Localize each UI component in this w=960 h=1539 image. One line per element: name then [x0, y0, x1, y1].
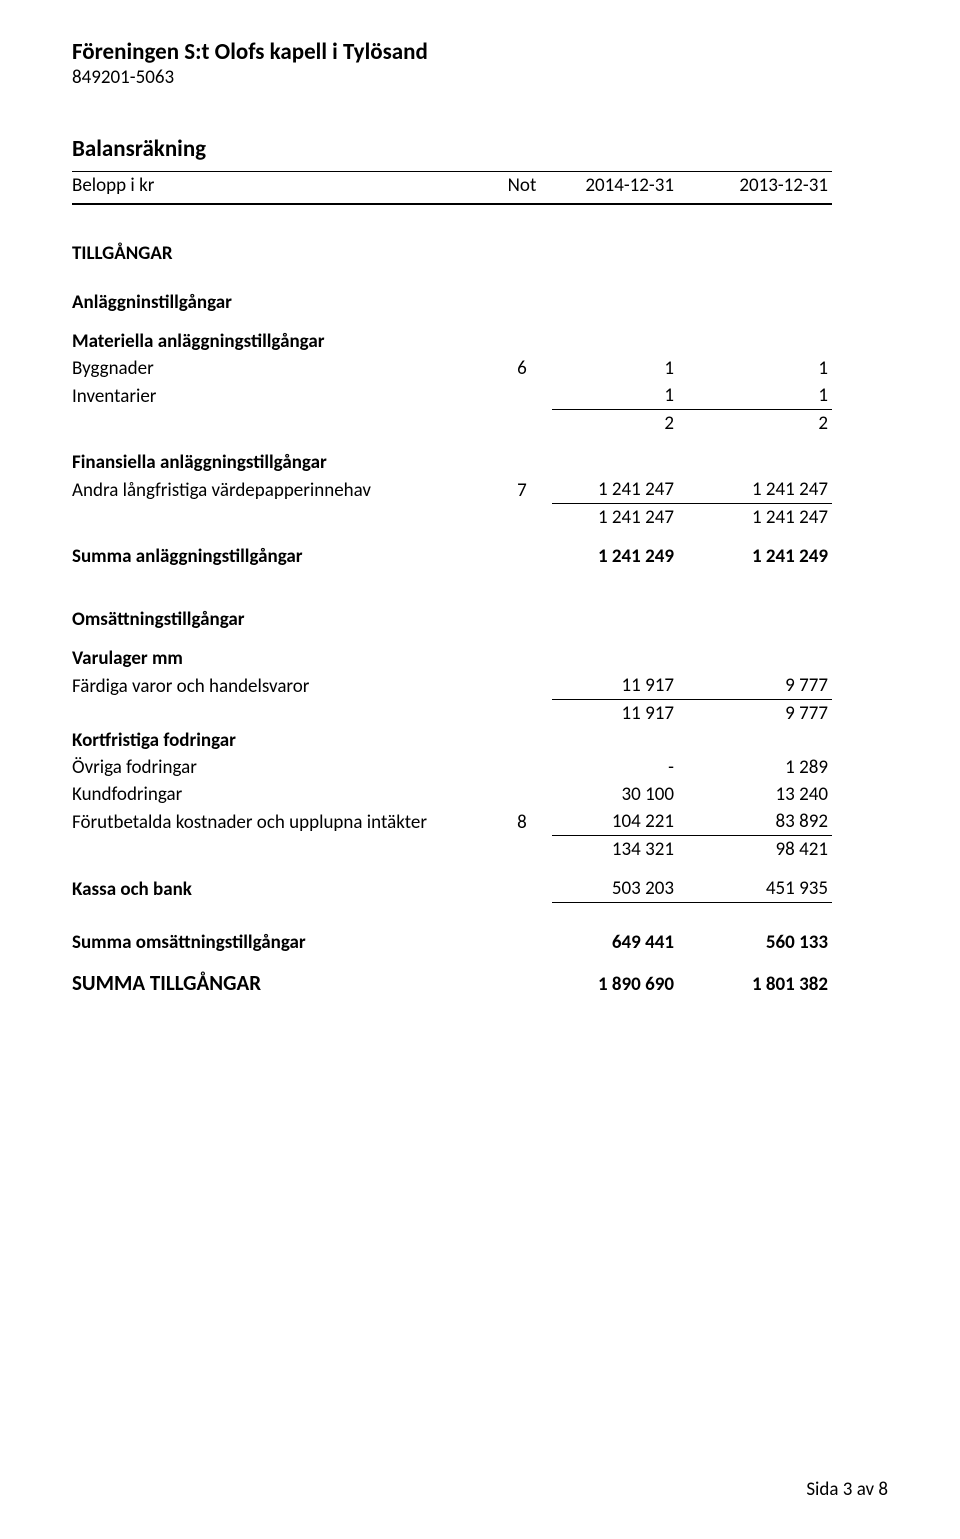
- v2: 13 240: [692, 781, 832, 808]
- period1-header: 2014-12-31: [552, 172, 692, 200]
- row-inventarier: Inventarier 1 1: [72, 382, 832, 410]
- v1: 30 100: [552, 781, 692, 808]
- v1: 2: [552, 410, 692, 438]
- v1: 1 241 247: [552, 476, 692, 504]
- label: Summa anläggningstillgångar: [72, 543, 492, 570]
- label: Kundfodringar: [72, 781, 492, 808]
- v2: 1 241 249: [692, 543, 832, 570]
- row-materiella-sum: 2 2: [72, 410, 832, 438]
- section-varulager: Varulager mm: [72, 645, 492, 672]
- org-number: 849201-5063: [72, 66, 888, 89]
- label: Färdiga varor och handelsvaror: [72, 672, 492, 700]
- v1: 1: [552, 355, 692, 382]
- period2-header: 2013-12-31: [692, 172, 832, 200]
- label: Byggnader: [72, 355, 492, 382]
- label: Inventarier: [72, 382, 492, 410]
- v1: 1 890 690: [552, 968, 692, 998]
- label: Summa omsättningstillgångar: [72, 929, 492, 956]
- label: SUMMA TILLGÅNGAR: [72, 968, 492, 998]
- not: 7: [492, 476, 552, 504]
- v1: 104 221: [552, 808, 692, 836]
- page-footer: Sida 3 av 8: [806, 1478, 888, 1501]
- v2: 2: [692, 410, 832, 438]
- v1: 1 241 247: [552, 504, 692, 532]
- row-kund: Kundfodringar 30 100 13 240: [72, 781, 832, 808]
- section-kortfristiga: Kortfristiga fodringar: [72, 727, 492, 754]
- unit-label: Belopp i kr: [72, 172, 492, 200]
- row-kortfristiga-sum: 134 321 98 421: [72, 836, 832, 864]
- section-tillgangar: TILLGÅNGAR: [72, 240, 492, 267]
- row-forutbetalda: Förutbetalda kostnader och upplupna intä…: [72, 808, 832, 836]
- v2: 1 241 247: [692, 504, 832, 532]
- v2: 9 777: [692, 672, 832, 700]
- v1: 11 917: [552, 672, 692, 700]
- row-byggnader: Byggnader 6 1 1: [72, 355, 832, 382]
- table-header-row: Belopp i kr Not 2014-12-31 2013-12-31: [72, 172, 832, 200]
- row-kassa: Kassa och bank 503 203 451 935: [72, 875, 832, 903]
- row-varulager-sum: 11 917 9 777: [72, 700, 832, 728]
- label: Kassa och bank: [72, 875, 492, 903]
- v1: 649 441: [552, 929, 692, 956]
- balance-sheet-page: Föreningen S:t Olofs kapell i Tylösand 8…: [0, 0, 960, 1539]
- v1: -: [552, 754, 692, 781]
- v2: 1: [692, 382, 832, 410]
- org-name: Föreningen S:t Olofs kapell i Tylösand: [72, 38, 888, 66]
- row-fardiga: Färdiga varor och handelsvaror 11 917 9 …: [72, 672, 832, 700]
- not: 8: [492, 808, 552, 836]
- row-summa-anlaggning: Summa anläggningstillgångar 1 241 249 1 …: [72, 543, 832, 570]
- v2: 451 935: [692, 875, 832, 903]
- section-omsattning: Omsättningstillgångar: [72, 606, 492, 633]
- label: Övriga fodringar: [72, 754, 492, 781]
- v2: 1 801 382: [692, 968, 832, 998]
- section-anlaggnin: Anläggninstillgångar: [72, 289, 492, 316]
- v1: 11 917: [552, 700, 692, 728]
- not-header: Not: [492, 172, 552, 200]
- v2: 1 289: [692, 754, 832, 781]
- section-materiella: Materiella anläggningstillgångar: [72, 328, 492, 355]
- v2: 9 777: [692, 700, 832, 728]
- row-ovriga: Övriga fodringar - 1 289: [72, 754, 832, 781]
- v1: 503 203: [552, 875, 692, 903]
- row-summa-tillgangar: SUMMA TILLGÅNGAR 1 890 690 1 801 382: [72, 968, 832, 998]
- v2: 83 892: [692, 808, 832, 836]
- v1: 1 241 249: [552, 543, 692, 570]
- v2: 560 133: [692, 929, 832, 956]
- row-vardepapper: Andra långfristiga värdepapperinnehav 7 …: [72, 476, 832, 504]
- v2: 1: [692, 355, 832, 382]
- v2: 98 421: [692, 836, 832, 864]
- v1: 1: [552, 382, 692, 410]
- label: Andra långfristiga värdepapperinnehav: [72, 476, 492, 504]
- report-title: Balansräkning: [72, 135, 888, 163]
- row-fin-sum: 1 241 247 1 241 247: [72, 504, 832, 532]
- label: Förutbetalda kostnader och upplupna intä…: [72, 808, 492, 836]
- v1: 134 321: [552, 836, 692, 864]
- section-finansiella: Finansiella anläggningstillgångar: [72, 449, 492, 476]
- not: 6: [492, 355, 552, 382]
- balance-table: Belopp i kr Not 2014-12-31 2013-12-31 TI…: [72, 167, 832, 998]
- row-summa-omsattning: Summa omsättningstillgångar 649 441 560 …: [72, 929, 832, 956]
- v2: 1 241 247: [692, 476, 832, 504]
